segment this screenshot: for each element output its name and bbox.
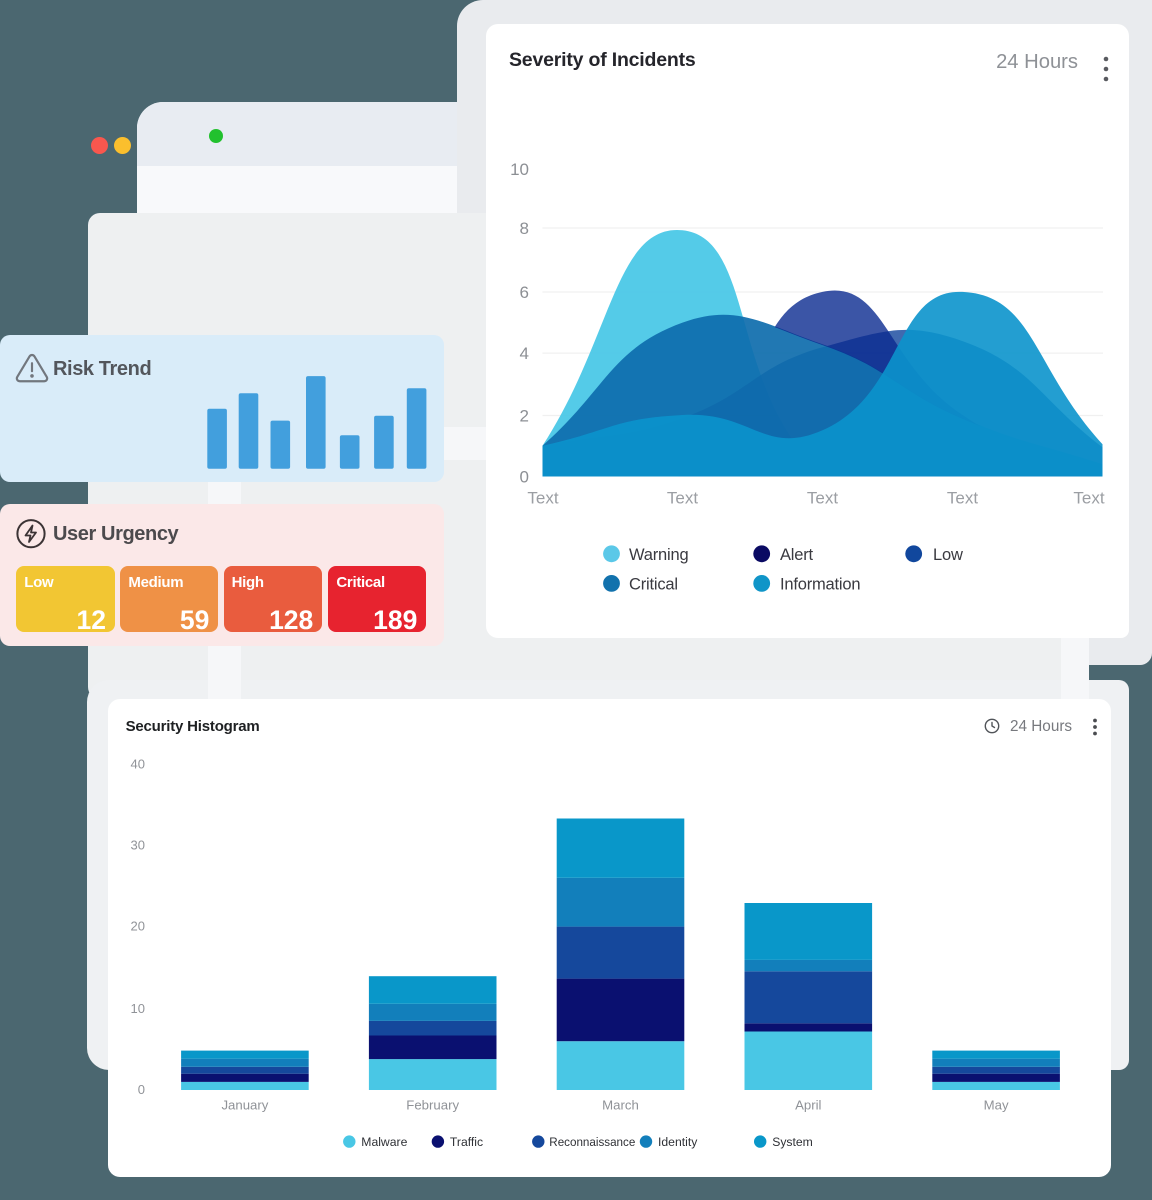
- svg-text:Text: Text: [527, 488, 558, 507]
- svg-text:March: March: [602, 1098, 639, 1113]
- svg-text:February: February: [406, 1098, 459, 1113]
- svg-text:Text: Text: [666, 488, 697, 507]
- svg-text:Warning: Warning: [629, 546, 688, 564]
- svg-text:0: 0: [519, 467, 528, 486]
- svg-text:Text: Text: [1073, 488, 1104, 507]
- svg-text:4: 4: [519, 344, 528, 363]
- svg-text:January: January: [221, 1098, 268, 1113]
- svg-text:30: 30: [131, 838, 145, 853]
- svg-text:Low: Low: [933, 546, 963, 564]
- svg-text:Critical: Critical: [629, 575, 678, 593]
- svg-text:10: 10: [510, 159, 529, 178]
- svg-text:Text: Text: [946, 488, 977, 507]
- svg-text:April: April: [795, 1098, 821, 1113]
- svg-text:10: 10: [131, 1001, 145, 1016]
- svg-text:May: May: [984, 1098, 1009, 1113]
- svg-text:Traffic: Traffic: [450, 1135, 483, 1149]
- svg-text:0: 0: [138, 1082, 145, 1097]
- svg-text:Reconnaissance: Reconnaissance: [549, 1135, 635, 1149]
- svg-text:Malware: Malware: [361, 1135, 407, 1149]
- svg-text:Information: Information: [780, 575, 860, 593]
- svg-text:Alert: Alert: [780, 546, 814, 564]
- svg-text:Identity: Identity: [658, 1135, 698, 1149]
- svg-text:40: 40: [131, 757, 145, 772]
- svg-text:Text: Text: [806, 488, 837, 507]
- svg-text:6: 6: [519, 283, 528, 302]
- svg-text:2: 2: [519, 406, 528, 425]
- svg-text:20: 20: [131, 919, 145, 934]
- svg-text:8: 8: [519, 219, 528, 238]
- svg-text:System: System: [772, 1135, 813, 1149]
